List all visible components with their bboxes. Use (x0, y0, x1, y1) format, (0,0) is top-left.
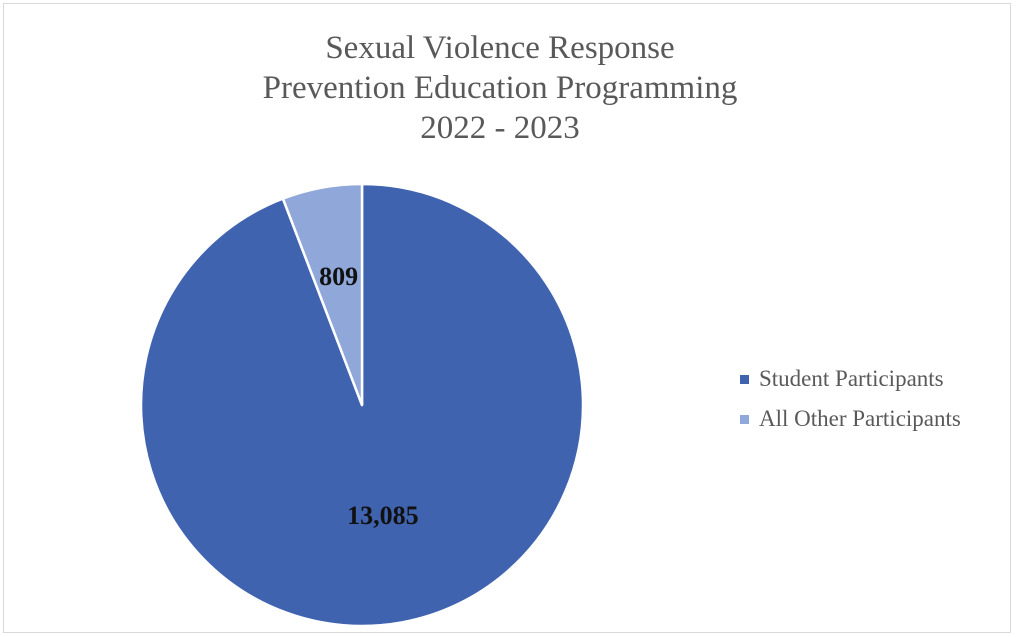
chart-title: Sexual Violence Response Prevention Educ… (180, 28, 820, 148)
chart-legend: Student Participants All Other Participa… (740, 366, 961, 446)
legend-label-student-participants: Student Participants (759, 366, 944, 391)
legend-item-student-participants: Student Participants (740, 366, 961, 392)
pie-slice-all-other-participants (281, 182, 364, 407)
chart-title-line-3: 2022 - 2023 (420, 110, 580, 146)
chart-title-line-1: Sexual Violence Response (325, 30, 675, 66)
pie-labels: 13,085 809 (319, 262, 418, 530)
legend-swatch-all-other-participants (740, 414, 749, 424)
data-label-student-participants: 13,085 (347, 501, 419, 530)
pie-slices (139, 182, 585, 628)
legend-label-all-other-participants: All Other Participants (759, 406, 961, 431)
legend-swatch-student-participants (740, 374, 749, 384)
chart-title-line-2: Prevention Education Programming (262, 70, 738, 106)
legend-item-all-other-participants: All Other Participants (740, 406, 961, 432)
data-label-all-other-participants: 809 (319, 262, 358, 291)
